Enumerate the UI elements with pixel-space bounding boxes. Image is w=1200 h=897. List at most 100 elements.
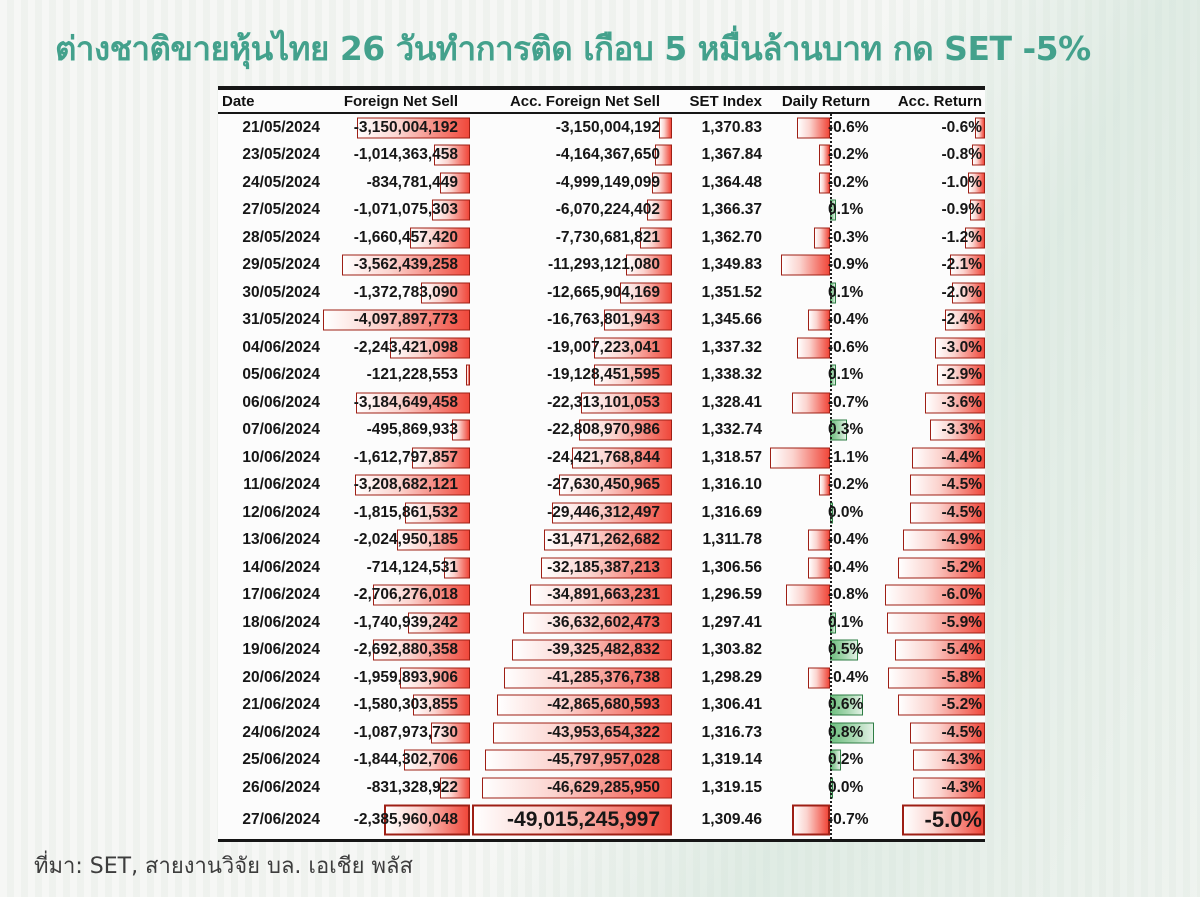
table-row: 24/06/2024 -1,087,973,730 -43,953,654,322 1… (218, 719, 985, 747)
date-cell: 04/06/2024 (242, 338, 320, 356)
daily-return-cell: -0.2% (770, 169, 882, 197)
source-note: ที่มา: SET, สายงานวิจัย บล. เอเชีย พลัส (34, 854, 413, 879)
date-cell: 10/06/2024 (242, 448, 320, 466)
set-index-cell: 1,303.82 (701, 641, 762, 659)
table-row: 21/06/2024 -1,580,303,855 -42,865,680,593 1… (218, 692, 985, 720)
table-row: 25/06/2024 -1,844,302,706 -45,797,957,028 1… (218, 747, 985, 775)
column-header-acc: Acc. Foreign Net Sell (509, 92, 660, 110)
acc-net-sell-cell: -4,164,367,650 (470, 142, 672, 170)
table-row: 21/05/2024 -3,150,004,192 -3,150,004,192 1,… (218, 114, 985, 142)
date-cell: 07/06/2024 (242, 421, 320, 439)
date-cell: 17/06/2024 (242, 586, 320, 604)
set-index-cell: 1,311.78 (702, 531, 762, 549)
table-row: 14/06/2024 -714,124,531 -32,185,387,213 1,3… (218, 554, 985, 582)
daily-return-cell: -0.4% (770, 664, 882, 692)
set-index-cell: 1,316.73 (701, 723, 762, 741)
table-row: 13/06/2024 -2,024,950,185 -31,471,262,682 1… (218, 527, 985, 555)
table-row: 11/06/2024 -3,208,682,121 -27,630,450,965 1… (218, 472, 985, 500)
net-sell-cell: -1,740,939,242 (322, 609, 470, 637)
set-index-cell: 1,367.84 (701, 146, 762, 164)
set-index-cell: 1,319.14 (701, 751, 762, 769)
set-index-cell: 1,318.57 (701, 448, 762, 466)
acc-net-sell-cell: -32,185,387,213 (470, 554, 672, 582)
acc-net-sell-cell: -49,015,245,997 (470, 802, 672, 839)
table-body: 21/05/2024 -3,150,004,192 -3,150,004,192 1,… (218, 114, 985, 842)
acc-net-sell-cell: -36,632,602,473 (470, 609, 672, 637)
table-row: 17/06/2024 -2,706,276,018 -34,891,663,231 1… (218, 582, 985, 610)
acc-return-cell: -5.0% (882, 802, 985, 839)
date-cell: 18/06/2024 (242, 613, 320, 631)
date-cell: 12/06/2024 (242, 503, 320, 521)
net-sell-cell: -2,385,960,048 (322, 802, 470, 839)
daily-return-cell: 0.1% (770, 609, 882, 637)
set-index-cell: 1,306.56 (701, 558, 762, 576)
daily-return-bar (797, 117, 830, 139)
table-row: 05/06/2024 -121,228,553 -19,128,451,595 1,3… (218, 362, 985, 390)
daily-return-cell: 0.1% (770, 362, 882, 390)
set-index-cell: 1,366.37 (701, 201, 762, 219)
set-index-cell: 1,362.70 (701, 228, 762, 246)
table-row: 18/06/2024 -1,740,939,242 -36,632,602,473 1… (218, 609, 985, 637)
daily-return-bar (808, 309, 830, 331)
table-row: 20/06/2024 -1,959,893,906 -41,285,376,738 1… (218, 664, 985, 692)
date-cell: 28/05/2024 (242, 228, 320, 246)
net-sell-cell: -834,781,449 (322, 169, 470, 197)
set-index-cell: 1,296.59 (701, 586, 762, 604)
set-index-cell: 1,338.32 (701, 366, 762, 384)
acc-return-cell: -3.6% (882, 389, 985, 417)
acc-return-cell: -0.8% (882, 142, 985, 170)
date-cell: 30/05/2024 (242, 283, 320, 301)
date-cell: 11/06/2024 (243, 476, 320, 494)
set-index-cell: 1,316.10 (701, 476, 762, 494)
daily-return-cell: -0.7% (770, 802, 882, 839)
daily-return-cell: 0.8% (770, 719, 882, 747)
net-sell-cell: -1,959,893,906 (322, 664, 470, 692)
table-row: 29/05/2024 -3,562,439,258 -11,293,121,080 1… (218, 252, 985, 280)
date-cell: 27/05/2024 (242, 201, 320, 219)
net-sell-cell: -1,580,303,855 (322, 692, 470, 720)
table-row: 24/05/2024 -834,781,449 -4,999,149,099 1,36… (218, 169, 985, 197)
set-index-cell: 1,332.74 (701, 421, 762, 439)
acc-net-sell-cell: -29,446,312,497 (470, 499, 672, 527)
date-cell: 21/05/2024 (242, 118, 320, 136)
daily-return-cell: 0.0% (770, 499, 882, 527)
acc-net-sell-cell: -6,070,224,402 (470, 197, 672, 225)
daily-return-bar (780, 254, 830, 276)
daily-return-cell: -0.4% (770, 554, 882, 582)
daily-return-cell: 0.3% (770, 417, 882, 445)
set-index-cell: 1,364.48 (701, 173, 762, 191)
acc-net-sell-cell: -4,999,149,099 (470, 169, 672, 197)
acc-return-cell: -2.9% (882, 362, 985, 390)
column-header-set: SET Index (689, 92, 762, 110)
set-index-cell: 1,297.41 (701, 613, 762, 631)
acc-net-sell-cell: -45,797,957,028 (470, 747, 672, 775)
set-index-cell: 1,309.46 (701, 811, 762, 828)
acc-net-sell-bar (659, 117, 672, 139)
column-header-date: Date (222, 92, 255, 110)
daily-return-cell: 0.1% (770, 197, 882, 225)
date-cell: 05/06/2024 (242, 366, 320, 384)
date-cell: 23/05/2024 (242, 146, 320, 164)
net-sell-cell: -2,024,950,185 (322, 527, 470, 555)
net-sell-cell: -831,328,922 (322, 774, 470, 802)
set-index-cell: 1,328.41 (701, 393, 762, 411)
acc-return-cell: -4.3% (882, 774, 985, 802)
net-sell-cell: -2,243,421,098 (322, 334, 470, 362)
column-header-ar: Acc. Return (897, 92, 982, 110)
net-sell-cell: -1,815,861,532 (322, 499, 470, 527)
table-row: 04/06/2024 -2,243,421,098 -19,007,223,041 1… (218, 334, 985, 362)
acc-net-sell-cell: -41,285,376,738 (470, 664, 672, 692)
acc-return-cell: -0.6% (882, 114, 985, 142)
table-row: 26/06/2024 -831,328,922 -46,629,285,950 1,3… (218, 774, 985, 802)
acc-return-cell: -1.2% (882, 224, 985, 252)
net-sell-cell: -3,208,682,121 (322, 472, 470, 500)
table-row: 06/06/2024 -3,184,649,458 -22,313,101,053 1… (218, 389, 985, 417)
daily-return-bar (786, 584, 830, 606)
acc-return-cell: -5.9% (882, 609, 985, 637)
net-sell-cell: -4,097,897,773 (322, 307, 470, 335)
acc-net-sell-cell: -43,953,654,322 (470, 719, 672, 747)
daily-return-cell: 0.1% (770, 279, 882, 307)
acc-return-cell: -2.1% (882, 252, 985, 280)
acc-return-cell: -6.0% (882, 582, 985, 610)
